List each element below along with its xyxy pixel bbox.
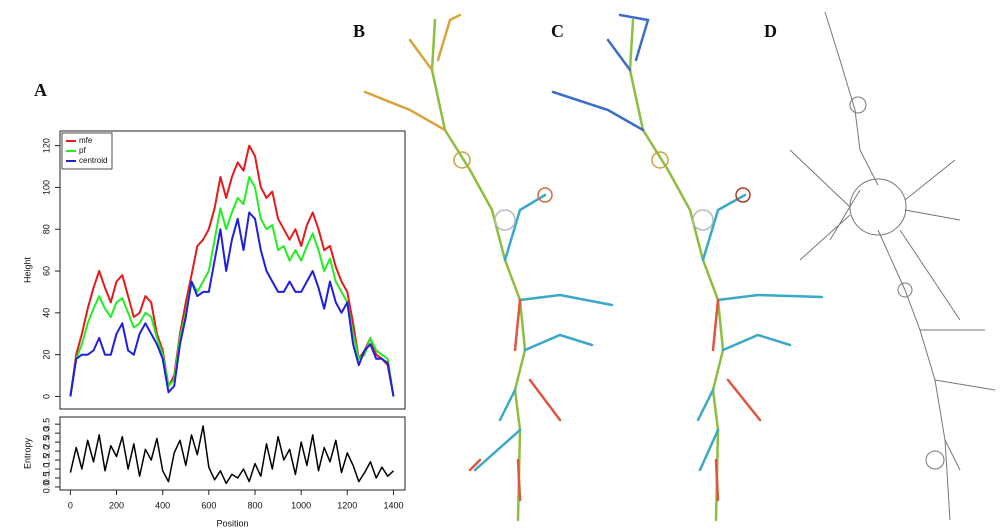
rna-structure-b bbox=[363, 13, 614, 522]
x-tick-label: 800 bbox=[247, 500, 262, 510]
y-tick-label: 3.0 bbox=[41, 427, 51, 440]
data-line bbox=[69, 144, 395, 397]
panel-label: C bbox=[551, 21, 564, 41]
rna-structure-c bbox=[551, 13, 824, 522]
y-tick-label: 40 bbox=[41, 308, 51, 318]
y-tick-label: 0 bbox=[41, 394, 51, 399]
y-tick-label: 2.5 bbox=[41, 436, 51, 449]
x-tick-label: 600 bbox=[201, 500, 216, 510]
plot-frame bbox=[59, 416, 406, 491]
y-tick-label: 0.0 bbox=[41, 481, 51, 494]
plot-frame bbox=[59, 130, 406, 410]
x-tick-label: 1000 bbox=[291, 500, 311, 510]
y-tick-label: 1.0 bbox=[41, 463, 51, 476]
y-tick-label: 20 bbox=[41, 350, 51, 360]
legend-label: centroid bbox=[79, 156, 107, 165]
panel-label: D bbox=[764, 21, 777, 41]
y-axis-label: Height bbox=[22, 256, 32, 283]
y-tick-label: 2.0 bbox=[41, 445, 51, 458]
x-axis-label: Position bbox=[216, 518, 248, 528]
panel-label: B bbox=[353, 21, 365, 41]
y-tick-label: 80 bbox=[41, 224, 51, 234]
legend-label: mfe bbox=[79, 136, 93, 145]
y-tick-label: 100 bbox=[41, 180, 51, 195]
data-line bbox=[69, 211, 395, 397]
x-tick-label: 200 bbox=[109, 500, 124, 510]
data-line bbox=[69, 176, 395, 397]
y-tick-label: 0.5 bbox=[41, 472, 51, 485]
y-tick-label: 3.5 bbox=[41, 418, 51, 431]
x-tick-label: 400 bbox=[155, 500, 170, 510]
x-tick-label: 1400 bbox=[383, 500, 403, 510]
data-line bbox=[69, 425, 395, 485]
rna-structure-d bbox=[789, 11, 996, 521]
x-tick-label: 1200 bbox=[337, 500, 357, 510]
y-tick-label: 120 bbox=[41, 138, 51, 153]
x-tick-label: 0 bbox=[68, 500, 73, 510]
y-axis-label: Entropy bbox=[22, 437, 32, 469]
y-tick-label: 60 bbox=[41, 266, 51, 276]
legend-label: pf bbox=[79, 146, 86, 155]
y-tick-label: 1.5 bbox=[41, 454, 51, 467]
panel-label: A bbox=[34, 80, 47, 100]
